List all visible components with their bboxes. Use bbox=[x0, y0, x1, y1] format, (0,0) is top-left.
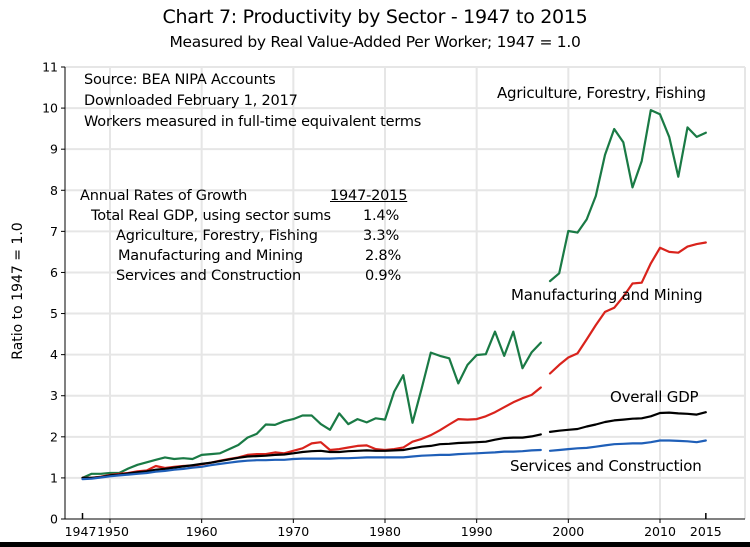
y-tick-label: 2 bbox=[50, 429, 58, 444]
x-tick-label: 2000 bbox=[552, 524, 584, 539]
series-line-overall-gdp-segment-1 bbox=[81, 433, 542, 479]
series-line-overall-gdp-segment-2 bbox=[548, 411, 707, 433]
x-tick-label: 1960 bbox=[186, 524, 218, 539]
x-tick-label: 1947 bbox=[65, 524, 97, 539]
series-lines bbox=[81, 108, 707, 481]
download-note: Downloaded February 1, 2017 bbox=[84, 93, 298, 109]
y-tick-label: 11 bbox=[42, 60, 58, 75]
legend-label-agriculture: Agriculture, Forestry, Fishing bbox=[497, 84, 706, 102]
series-line-manufacturing-and-mining-segment-1 bbox=[81, 386, 542, 479]
y-tick-label: 5 bbox=[50, 306, 58, 321]
x-tick-label: 1980 bbox=[369, 524, 401, 539]
y-tick-label: 1 bbox=[50, 470, 58, 485]
x-tick-label: 1950 bbox=[97, 524, 129, 539]
workers-note: Workers measured in full-time equivalent… bbox=[84, 114, 422, 130]
growth-row-value: 0.9% bbox=[365, 268, 402, 284]
legend-label-manufacturing: Manufacturing and Mining bbox=[511, 286, 703, 304]
grid-lines bbox=[65, 66, 746, 519]
y-tick-label: 6 bbox=[50, 265, 58, 280]
chart-title: Chart 7: Productivity by Sector - 1947 t… bbox=[162, 6, 588, 28]
legend-label-services: Services and Construction bbox=[510, 457, 702, 475]
legend-label-overall-gdp: Overall GDP bbox=[610, 388, 699, 406]
growth-row-label: Agriculture, Forestry, Fishing bbox=[116, 228, 318, 244]
growth-row-value: 1.4% bbox=[363, 208, 400, 224]
y-tick-label: 10 bbox=[42, 101, 58, 116]
axes: 0 1 2 3 4 5 6 7 8 9 10 11 1947 1950 1960 1970 1980 1990 20… bbox=[42, 60, 745, 539]
x-tick-label: 1970 bbox=[277, 524, 309, 539]
growth-table-period: 1947-2015 bbox=[330, 188, 408, 204]
series-line-manufacturing-and-mining-segment-2 bbox=[548, 241, 707, 375]
source-note: Source: BEA NIPA Accounts bbox=[84, 72, 276, 88]
x-tick-label: 2015 bbox=[690, 524, 722, 539]
x-tick-label: 1990 bbox=[461, 524, 493, 539]
y-tick-label: 9 bbox=[50, 142, 58, 157]
y-tick-label: 0 bbox=[50, 512, 58, 527]
growth-row-label: Manufacturing and Mining bbox=[118, 248, 303, 264]
growth-row-value: 2.8% bbox=[365, 248, 402, 264]
x-tick-label: 2010 bbox=[644, 524, 676, 539]
series-line-agriculture-forestry-fishing-segment-1 bbox=[81, 330, 542, 479]
chart-subtitle: Measured by Real Value-Added Per Worker;… bbox=[169, 33, 581, 51]
bottom-border bbox=[0, 542, 750, 547]
series-line-agriculture-forestry-fishing-segment-2 bbox=[548, 108, 707, 283]
y-tick-label: 8 bbox=[50, 183, 58, 198]
series-line-services-and-construction-segment-1 bbox=[81, 448, 542, 481]
growth-row-label: Total Real GDP, using sector sums bbox=[91, 208, 331, 224]
y-tick-label: 4 bbox=[50, 347, 58, 362]
growth-row-value: 3.3% bbox=[363, 228, 400, 244]
growth-row-label: Services and Construction bbox=[116, 268, 301, 284]
y-tick-label: 3 bbox=[50, 388, 58, 403]
series-line-services-and-construction-segment-2 bbox=[548, 439, 707, 452]
y-tick-label: 7 bbox=[50, 224, 58, 239]
growth-table-title: Annual Rates of Growth bbox=[80, 188, 248, 204]
